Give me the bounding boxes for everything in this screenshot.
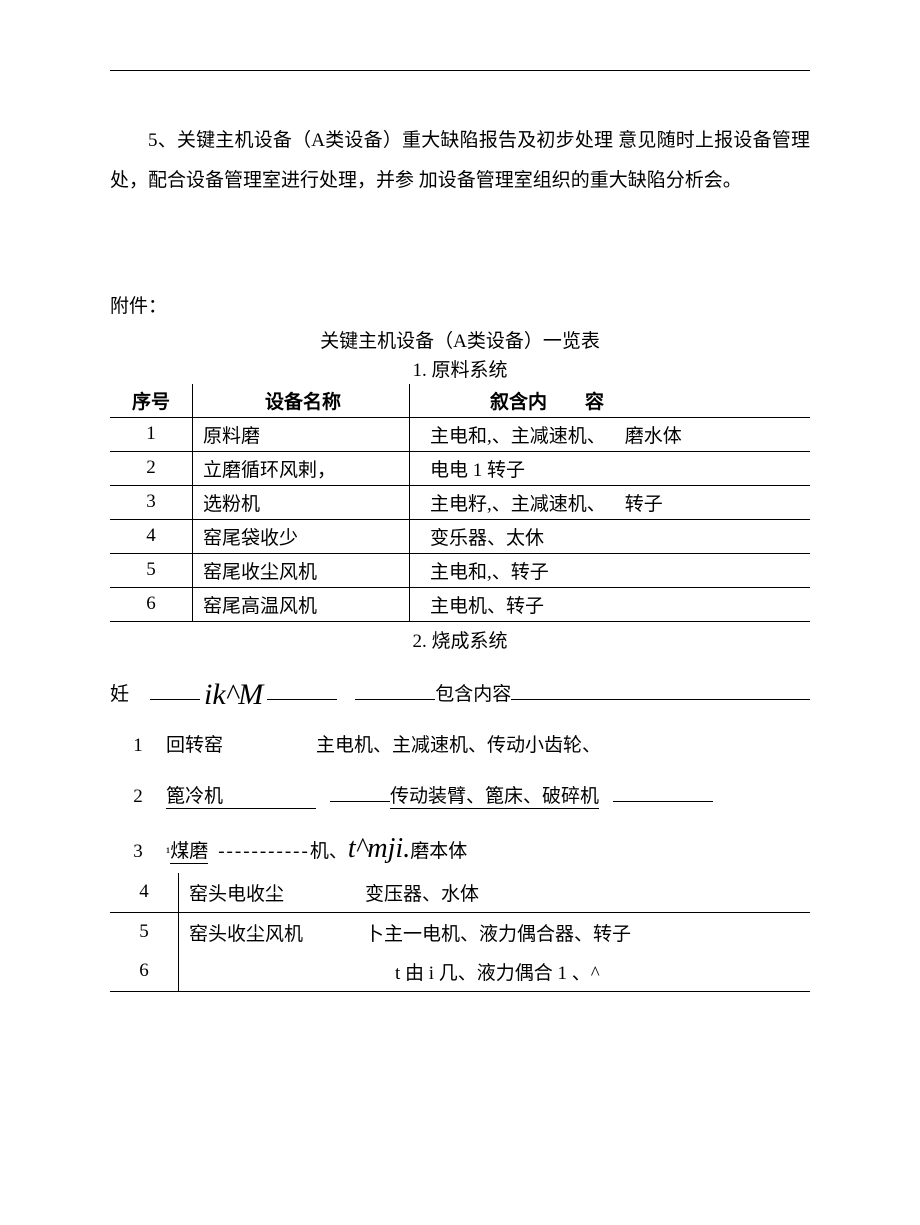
head-name: 设备名称 bbox=[193, 384, 410, 418]
cell-name bbox=[179, 952, 366, 992]
underline bbox=[355, 671, 435, 700]
cell-seq: 5 bbox=[110, 553, 193, 587]
cell-desc: 电电 1 转子 bbox=[410, 451, 811, 485]
table-row: 3 ¹ 煤磨 ----------- 机、 t^mji. 磨本体 bbox=[110, 817, 810, 873]
cell-name: 窑尾袋收少 bbox=[193, 519, 410, 553]
cell-seq: 3 bbox=[110, 841, 166, 863]
attachment-label: 附件： bbox=[110, 291, 810, 318]
cell-seq: 2 bbox=[110, 451, 193, 485]
cell-name: 立磨循环风剌， bbox=[193, 451, 410, 485]
head-desc: 叙含内 容 bbox=[410, 384, 811, 418]
table-row: 5 窑头收尘风机 卜主一电机、液力偶合器、转子 bbox=[110, 912, 810, 952]
cell-name: 回转窑 bbox=[166, 730, 316, 757]
section2-head: 妊 ik^M 包含内容 bbox=[110, 671, 810, 708]
table-row: 4 窑尾袋收少 变乐器、太休 bbox=[110, 519, 810, 553]
underline bbox=[150, 671, 200, 700]
dashes: ----------- bbox=[218, 841, 310, 863]
main-paragraph: 5、关键主机设备（A类设备）重大缺陷报告及初步处理 意见随时上报设备管理处，配合… bbox=[110, 121, 810, 201]
top-rule bbox=[110, 70, 810, 71]
underline bbox=[267, 671, 337, 700]
head-mid-italic: ik^M bbox=[200, 678, 267, 712]
cell-seq: 1 bbox=[110, 417, 193, 451]
table-row: 6 t 由 i 几、液力偶合 1 、^ bbox=[110, 952, 810, 992]
cell-seq: 3 bbox=[110, 485, 193, 519]
section2-title: 2. 烧成系统 bbox=[110, 626, 810, 653]
cell-name: 原料磨 bbox=[193, 417, 410, 451]
head-left: 妊 bbox=[110, 679, 150, 706]
cell-seq: 4 bbox=[110, 519, 193, 553]
table-row: 1 回转窑 主电机、主减速机、传动小齿轮、 bbox=[110, 722, 810, 765]
table-row: 6 窑尾高温风机 主电机、转子 bbox=[110, 587, 810, 621]
cell-desc: 主电机、转子 bbox=[410, 587, 811, 621]
cell-name: 篦冷机 bbox=[166, 781, 316, 809]
paragraph-text: 5、关键主机设备（A类设备）重大缺陷报告及初步处理 意见随时上报设备管理处，配合… bbox=[110, 130, 810, 191]
table-row: 2 篦冷机 传动装臂、篦床、破碎机 bbox=[110, 765, 810, 817]
section1-title: 1. 原料系统 bbox=[110, 355, 810, 382]
cell-seq: 5 bbox=[110, 912, 179, 952]
head-seq: 序号 bbox=[110, 384, 193, 418]
cell-name: 窑头电收尘 bbox=[179, 873, 366, 913]
table-row: 5 窑尾收尘风机 主电和,、转子 bbox=[110, 553, 810, 587]
underline bbox=[613, 801, 713, 802]
cell-seq: 2 bbox=[110, 786, 166, 808]
cell-seq: 6 bbox=[110, 587, 193, 621]
page: 5、关键主机设备（A类设备）重大缺陷报告及初步处理 意见随时上报设备管理处，配合… bbox=[0, 0, 920, 1052]
cell-mid-b: 磨本体 bbox=[410, 836, 467, 863]
table-row: 1 原料磨 主电和,、主减速机、 磨水体 bbox=[110, 417, 810, 451]
cell-desc: 主电和,、转子 bbox=[410, 553, 811, 587]
cell-seq: 6 bbox=[110, 952, 179, 992]
table-section2-lower: 4 窑头电收尘 变压器、水体 5 窑头收尘风机 卜主一电机、液力偶合器、转子 6… bbox=[110, 873, 810, 992]
cell-desc: 主电和,、主减速机、 磨水体 bbox=[410, 417, 811, 451]
cell-name: 煤磨 bbox=[170, 836, 208, 864]
cell-desc: 主电籽,、主减速机、 转子 bbox=[410, 485, 811, 519]
cell-desc: 卜主一电机、液力偶合器、转子 bbox=[365, 912, 810, 952]
cell-desc: t 由 i 几、液力偶合 1 、^ bbox=[365, 952, 810, 992]
cell-name: 选粉机 bbox=[193, 485, 410, 519]
cell-seq: 4 bbox=[110, 873, 179, 913]
cell-desc: 变乐器、太休 bbox=[410, 519, 811, 553]
cell-mid-a: 机、 bbox=[310, 836, 348, 863]
underline bbox=[511, 671, 810, 700]
cell-seq: 1 bbox=[110, 735, 166, 757]
table-row: 2 立磨循环风剌， 电电 1 转子 bbox=[110, 451, 810, 485]
cell-name: 窑头收尘风机 bbox=[179, 912, 366, 952]
cell-name: 窑尾收尘风机 bbox=[193, 553, 410, 587]
table-row: 3 选粉机 主电籽,、主减速机、 转子 bbox=[110, 485, 810, 519]
underline bbox=[330, 801, 390, 802]
table-title: 关键主机设备（A类设备）一览表 bbox=[110, 326, 810, 353]
cell-name: 窑尾高温风机 bbox=[193, 587, 410, 621]
cell-desc: 传动装臂、篦床、破碎机 bbox=[390, 781, 599, 809]
cell-desc: 变压器、水体 bbox=[365, 873, 810, 913]
head-right: 包含内容 bbox=[435, 679, 511, 706]
table-row: 4 窑头电收尘 变压器、水体 bbox=[110, 873, 810, 913]
table-section1: 序号 设备名称 叙含内 容 1 原料磨 主电和,、主减速机、 磨水体 2 立磨循… bbox=[110, 384, 810, 622]
cell-desc: 主电机、主减速机、传动小齿轮、 bbox=[316, 730, 601, 757]
cell-mid-italic: t^mji. bbox=[348, 833, 410, 865]
table-section2: 妊 ik^M 包含内容 1 回转窑 主电机、主减速机、传动小齿轮、 2 篦冷机 … bbox=[110, 671, 810, 992]
table-row: 序号 设备名称 叙含内 容 bbox=[110, 384, 810, 418]
